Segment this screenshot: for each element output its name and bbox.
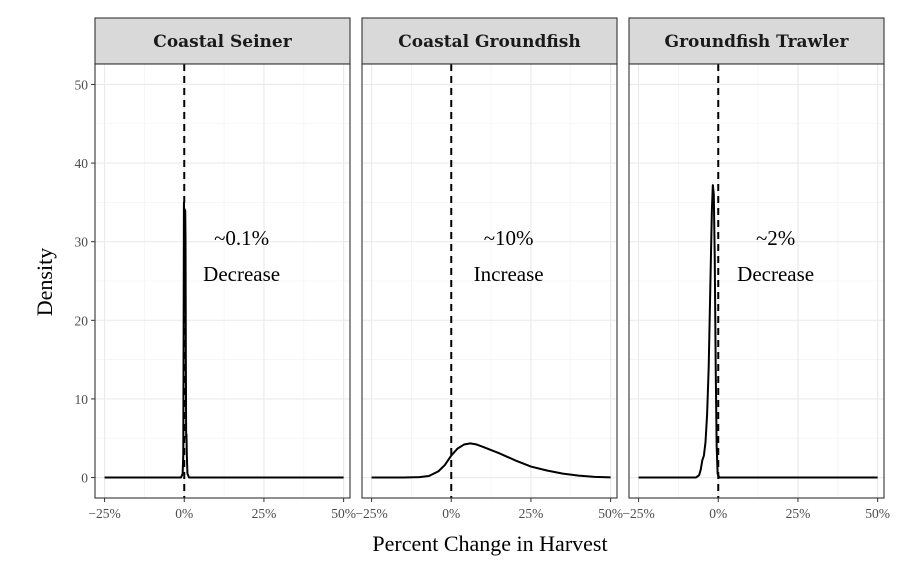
x-tick-label: 50% (331, 506, 356, 521)
x-tick-label: −25% (622, 506, 654, 521)
panels-layer: Coastal Seiner ~0.1% Decrease −25% 0% 25% 50% 0… (75, 17, 890, 521)
y-tick-label: 20 (75, 313, 89, 328)
x-tick-label: 0% (442, 506, 460, 521)
x-tick-label: 25% (786, 506, 811, 521)
x-tick-label: −25% (355, 506, 387, 521)
density-line (638, 184, 878, 479)
panel-border (94, 63, 351, 499)
panel-annotation-line: Decrease (737, 262, 814, 286)
y-tick-label: 30 (75, 235, 89, 250)
x-tick-label: 50% (598, 506, 623, 521)
panel-1: Coastal Seiner ~0.1% Decrease −25% 0% 25% 50% 0… (75, 17, 356, 521)
panel-annotation-line: ~2% (756, 226, 795, 250)
x-tick-label: −25% (88, 506, 120, 521)
panel-title: Coastal Seiner (153, 32, 292, 52)
panel-strip (94, 17, 351, 65)
x-tick-label: 25% (519, 506, 544, 521)
panel-strip (628, 17, 885, 65)
panel-annotation-line: ~0.1% (214, 226, 269, 250)
y-axis-title: Density (32, 248, 57, 316)
panel-2: Coastal Groundfish ~10% Increase −25% 0% 25% 5… (355, 17, 623, 521)
panel-title: Groundfish Trawler (665, 32, 850, 52)
x-tick-label: 0% (709, 506, 727, 521)
x-tick-label: 50% (865, 506, 890, 521)
panel-annotation-line: Decrease (203, 262, 280, 286)
panel-border (628, 63, 885, 499)
y-tick-label: 10 (75, 392, 89, 407)
x-tick-label: 25% (252, 506, 277, 521)
density-line (371, 442, 611, 479)
panel-strip (361, 17, 618, 65)
panel-3: Groundfish Trawler ~2% Decrease −25% 0% 25% 50… (622, 17, 890, 521)
panel-title: Coastal Groundfish (398, 32, 580, 52)
y-tick-label: 0 (81, 471, 88, 486)
panel-border (361, 63, 618, 499)
y-tick-label: 50 (75, 77, 89, 92)
x-axis-title: Percent Change in Harvest (372, 531, 607, 556)
panel-annotation-line: ~10% (484, 226, 534, 250)
x-tick-label: 0% (175, 506, 193, 521)
panel-annotation-line: Increase (474, 262, 544, 286)
y-tick-label: 40 (75, 156, 89, 171)
